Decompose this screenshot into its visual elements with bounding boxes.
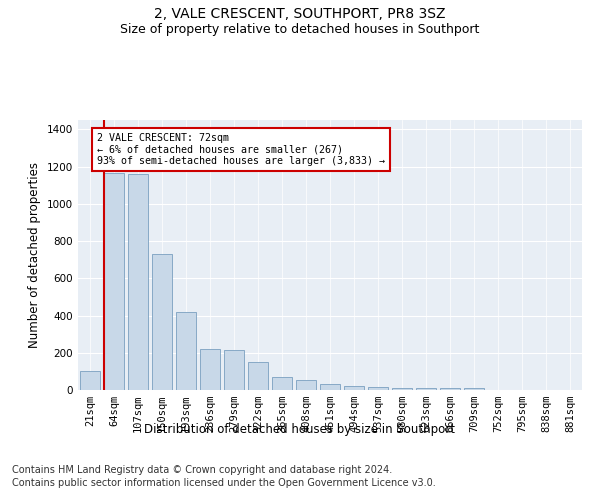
Bar (464, 388, 484, 390)
Bar (368, 387, 388, 390)
Bar (296, 380, 316, 390)
Bar (104, 173, 124, 390)
Bar (176, 312, 196, 390)
Text: Contains HM Land Registry data © Crown copyright and database right 2024.: Contains HM Land Registry data © Crown c… (12, 465, 392, 475)
Text: 2, VALE CRESCENT, SOUTHPORT, PR8 3SZ: 2, VALE CRESCENT, SOUTHPORT, PR8 3SZ (154, 8, 446, 22)
Bar (80, 372, 100, 390)
Bar (320, 384, 340, 390)
Text: Contains public sector information licensed under the Open Government Licence v3: Contains public sector information licen… (12, 478, 436, 488)
Text: 2 VALE CRESCENT: 72sqm
← 6% of detached houses are smaller (267)
93% of semi-det: 2 VALE CRESCENT: 72sqm ← 6% of detached … (97, 133, 385, 166)
Bar (200, 349, 220, 390)
Text: Size of property relative to detached houses in Southport: Size of property relative to detached ho… (121, 22, 479, 36)
Bar (392, 388, 412, 390)
Bar (440, 388, 460, 390)
Bar (272, 377, 292, 390)
Bar (224, 350, 244, 390)
Bar (416, 388, 436, 390)
Bar (248, 362, 268, 390)
Bar (152, 254, 172, 390)
Bar (344, 386, 364, 390)
Bar (128, 174, 148, 390)
Y-axis label: Number of detached properties: Number of detached properties (28, 162, 41, 348)
Text: Distribution of detached houses by size in Southport: Distribution of detached houses by size … (145, 422, 455, 436)
